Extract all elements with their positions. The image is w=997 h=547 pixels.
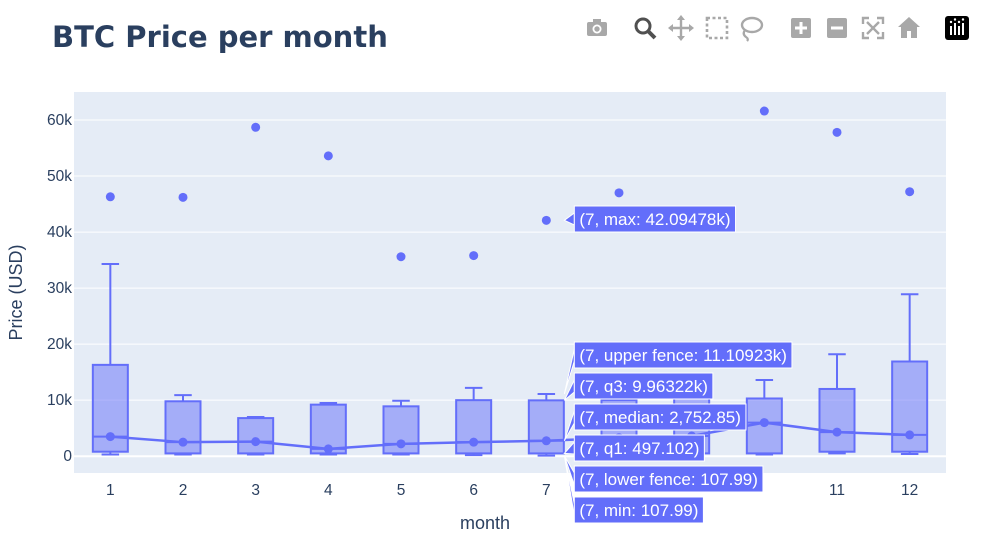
iqr-box bbox=[818, 387, 856, 453]
mean-point bbox=[323, 444, 333, 454]
hover-label-text: (7, max: 42.09478k) bbox=[579, 210, 730, 229]
hover-label-lower-fence: (7, lower fence: 107.99) bbox=[563, 455, 764, 493]
hover-label-upper-fence: (7, upper fence: 11.10923k) bbox=[563, 341, 793, 395]
hover-label-text: (7, q1: 497.102) bbox=[579, 439, 699, 458]
hover-label-q3: (7, q3: 9.96322k) bbox=[563, 372, 714, 401]
iqr-box bbox=[237, 417, 275, 455]
outlier-point bbox=[105, 192, 115, 202]
camera-icon[interactable] bbox=[582, 12, 612, 44]
chart-title: BTC Price per month bbox=[52, 20, 388, 54]
hover-label-median: (7, median: 2,752.85) bbox=[563, 403, 747, 442]
outlier-point bbox=[178, 192, 188, 202]
mean-point bbox=[251, 437, 261, 447]
hover-box bbox=[573, 465, 764, 493]
outlier-point bbox=[396, 252, 406, 262]
mean-point bbox=[905, 430, 915, 440]
hover-label-text: (7, lower fence: 107.99) bbox=[579, 470, 758, 489]
hover-box bbox=[573, 205, 737, 233]
x-tick-label: 11 bbox=[829, 482, 845, 499]
hover-box bbox=[573, 434, 705, 462]
x-tick-label: 1 bbox=[106, 482, 115, 499]
zoom-in-icon[interactable] bbox=[786, 12, 816, 44]
x-tick-label: 7 bbox=[542, 482, 551, 499]
mean-point bbox=[105, 432, 115, 442]
mean-line bbox=[110, 421, 910, 451]
mean-point bbox=[832, 427, 842, 437]
box-month-4 bbox=[309, 151, 347, 456]
outlier-point bbox=[541, 215, 551, 225]
y-tick-label: 20k bbox=[47, 336, 72, 353]
hover-box bbox=[573, 496, 704, 524]
zoom-icon[interactable] bbox=[630, 12, 660, 44]
y-tick-label: 60k bbox=[47, 112, 72, 129]
y-axis-title: Price (USD) bbox=[6, 244, 26, 340]
hover-box bbox=[573, 403, 747, 431]
lasso-select-icon[interactable] bbox=[736, 12, 766, 44]
plot-background bbox=[74, 92, 946, 473]
x-tick-label: 4 bbox=[324, 482, 333, 499]
mean-point bbox=[396, 439, 406, 449]
mean-point bbox=[178, 437, 188, 447]
hover-label-max: (7, max: 42.09478k) bbox=[563, 205, 737, 233]
x-axis-title: month bbox=[460, 513, 510, 533]
y-tick-label: 50k bbox=[47, 168, 72, 185]
box-month-11 bbox=[818, 127, 856, 455]
hover-box bbox=[573, 341, 793, 369]
y-tick-label: 10k bbox=[47, 392, 72, 409]
box-select-icon[interactable] bbox=[702, 12, 732, 44]
hover-label-q1: (7, q1: 497.102) bbox=[563, 434, 705, 462]
zoom-out-icon[interactable] bbox=[822, 12, 852, 44]
hover-label-text: (7, q3: 9.96322k) bbox=[579, 377, 708, 396]
outlier-point bbox=[251, 122, 261, 132]
hover-label-text: (7, min: 107.99) bbox=[579, 501, 698, 520]
reset-axes-icon[interactable] bbox=[894, 12, 924, 44]
mean-point bbox=[541, 436, 551, 446]
x-tick-label: 2 bbox=[179, 482, 188, 499]
hover-box bbox=[573, 372, 714, 400]
hover-label-text: (7, upper fence: 11.10923k) bbox=[579, 346, 787, 365]
mean-point bbox=[759, 418, 769, 428]
y-tick-label: 0 bbox=[63, 448, 72, 465]
outlier-point bbox=[469, 251, 479, 261]
outlier-point bbox=[614, 188, 624, 198]
iqr-box bbox=[527, 399, 565, 455]
x-tick-label: 5 bbox=[397, 482, 406, 499]
y-tick-label: 40k bbox=[47, 224, 72, 241]
box-month-12 bbox=[891, 187, 929, 455]
mean-point bbox=[469, 437, 479, 447]
plotly-logo-icon[interactable] bbox=[942, 12, 972, 44]
y-tick-label: 30k bbox=[47, 280, 72, 297]
outlier-point bbox=[759, 106, 769, 116]
hover-label-min: (7, min: 107.99) bbox=[563, 455, 704, 524]
outlier-point bbox=[323, 151, 333, 161]
x-tick-label: 12 bbox=[901, 482, 918, 499]
outlier-point bbox=[832, 127, 842, 137]
pan-icon[interactable] bbox=[666, 12, 696, 44]
outlier-point bbox=[905, 187, 915, 197]
x-tick-label: 6 bbox=[469, 482, 478, 499]
autoscale-icon[interactable] bbox=[858, 12, 888, 44]
x-tick-label: 3 bbox=[251, 482, 260, 499]
hover-label-text: (7, median: 2,752.85) bbox=[579, 408, 741, 427]
